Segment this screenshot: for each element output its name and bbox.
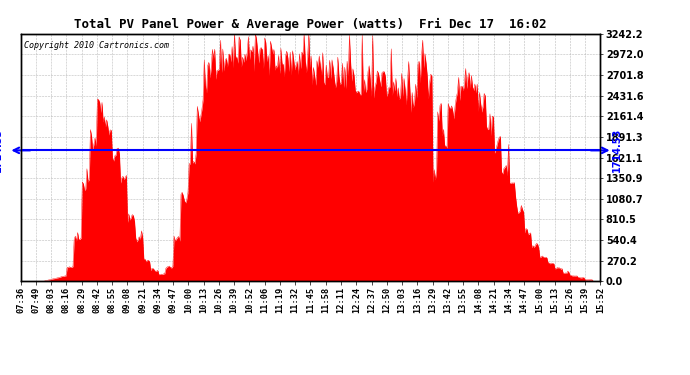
Title: Total PV Panel Power & Average Power (watts)  Fri Dec 17  16:02: Total PV Panel Power & Average Power (wa… <box>75 18 546 31</box>
Text: 1714.53: 1714.53 <box>0 128 3 172</box>
Text: Copyright 2010 Cartronics.com: Copyright 2010 Cartronics.com <box>23 41 168 50</box>
Text: 1714.53: 1714.53 <box>612 128 622 172</box>
